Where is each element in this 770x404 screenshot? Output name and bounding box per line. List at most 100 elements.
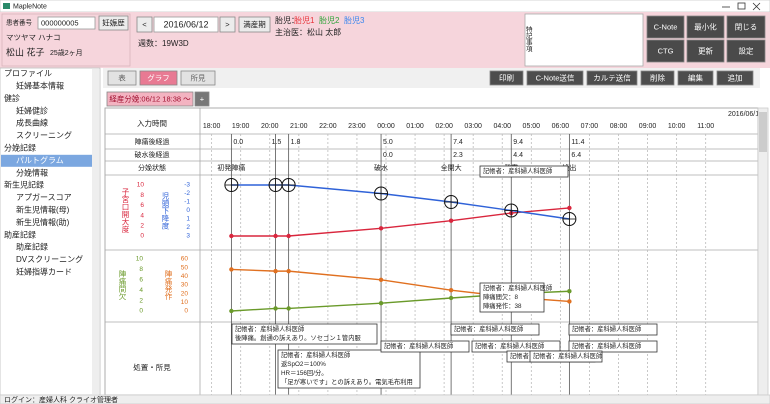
button[interactable] (686, 15, 725, 39)
record-tab[interactable] (106, 91, 194, 107)
y-tick-label: 6 (140, 202, 144, 209)
y-tick-label: 6 (139, 277, 143, 284)
note-text: 後陣痛。創通の訴えあり。ソセゴン１管内服 (235, 333, 362, 342)
y-tick-label: 60 (181, 256, 189, 263)
note-text: 返SpO2＝100% (281, 360, 326, 368)
view-tab-label: 所見 (191, 72, 206, 82)
y-tick-label: -1 (184, 199, 190, 206)
y-tick-label: 0 (139, 308, 143, 315)
sidebar-item[interactable]: 妊婦指導カード (16, 267, 72, 277)
note-text: HR＝156回/分。 (281, 368, 328, 377)
sidebar-item[interactable]: DVスクリーニング (16, 254, 83, 264)
point (229, 267, 234, 272)
y-tick-label: 0 (184, 308, 188, 315)
action-button[interactable] (716, 70, 754, 86)
note-text: 記帳者：産科婦人科医師 (384, 341, 454, 350)
window-title: MapleNote (13, 3, 47, 10)
point (273, 306, 278, 311)
labor-elapsed: 11.4 (571, 139, 584, 146)
point (286, 233, 291, 239)
sidebar-item[interactable]: 助産記録 (16, 242, 48, 252)
point (286, 268, 291, 274)
add-tab[interactable] (194, 91, 210, 107)
button[interactable] (686, 39, 725, 63)
button[interactable] (98, 15, 129, 31)
button-label: 設定 (739, 45, 754, 55)
button[interactable] (238, 16, 271, 33)
sidebar-item[interactable]: 妊婦健診 (16, 105, 48, 115)
y-tick-label: 30 (181, 282, 189, 289)
action-button[interactable] (677, 70, 714, 86)
labor-elapsed: 9.4 (513, 139, 523, 146)
labor-elapsed: 5.0 (383, 139, 393, 146)
y-tick-label: 0 (186, 207, 190, 214)
button[interactable] (219, 16, 236, 33)
label: 胎児： (275, 15, 299, 25)
point (229, 233, 234, 239)
button[interactable] (136, 16, 153, 33)
point (448, 218, 454, 223)
note-box (568, 323, 658, 336)
y-tick-label: 4 (139, 287, 143, 294)
row-label: 陣痛後経過 (135, 137, 170, 146)
action-button[interactable] (526, 70, 584, 86)
y-tick-label: 8 (140, 192, 144, 199)
y-tick-label: 10 (181, 299, 189, 306)
labor-elapsed: 1.5 (272, 139, 282, 146)
point (378, 301, 384, 306)
action-button-label: 追加 (728, 72, 743, 82)
sidebar-item[interactable]: スクリーニング (16, 130, 72, 140)
x-tick-label: 22:00 (319, 123, 337, 130)
y-tick-label: 8 (139, 266, 143, 273)
x-tick-label: 03:00 (464, 123, 482, 130)
sidebar-item[interactable]: 成長曲線 (16, 118, 48, 128)
note-text: 陣痛発作：38 (483, 301, 522, 310)
label: マツヤマ ハナコ (6, 33, 61, 42)
note-text: 陣痛間欠：8 (483, 292, 518, 301)
label: 週数：19W3D (138, 38, 189, 48)
button-label: 更新 (698, 45, 713, 55)
x-tick-label: 06:00 (552, 123, 570, 130)
view-tab[interactable] (139, 70, 178, 86)
button[interactable] (646, 39, 685, 63)
x-tick-label: 19:00 (232, 123, 250, 130)
note-box (277, 349, 421, 389)
sidebar-item[interactable]: 妊婦基本情報 (16, 81, 64, 91)
sidebar-item[interactable]: 新生児情報(母) (16, 205, 70, 215)
x-tick-label: 20:00 (261, 123, 279, 130)
rupture-elapsed: 4.4 (513, 152, 523, 159)
note-text: 記帳者：産科婦人科医師 (483, 166, 553, 175)
sidebar-section: プロファイル (4, 69, 52, 78)
point (273, 233, 278, 239)
action-button[interactable] (586, 70, 638, 86)
button-label: > (225, 20, 230, 29)
sidebar-item[interactable]: パルトグラム (16, 155, 64, 165)
button[interactable] (726, 15, 766, 39)
labor-elapsed: 0.0 (233, 139, 243, 146)
x-tick-label: 18:00 (203, 123, 221, 130)
view-tab[interactable] (180, 70, 216, 86)
note-text: 記帳者：産科婦人科医師 (281, 350, 351, 359)
x-tick-label: 07:00 (581, 123, 599, 130)
note-text: 記帳者：産科婦人科医師 (454, 324, 524, 333)
row-label: 入力時間 (137, 118, 167, 128)
button[interactable] (726, 39, 766, 63)
y-tick-label: 50 (181, 264, 189, 271)
axis-label: 陣痛間欠 (118, 269, 127, 302)
sidebar-scrollbar (92, 69, 99, 394)
sidebar-item[interactable]: 分娩情報 (16, 167, 48, 177)
delivery-state: 破水 (374, 163, 388, 172)
note-box (231, 323, 378, 345)
action-button[interactable] (640, 70, 675, 86)
view-tab[interactable] (107, 70, 137, 86)
sidebar-item[interactable]: 新生児情報(助) (16, 217, 70, 227)
row-label: 処置・所見 (133, 362, 171, 372)
note-box (529, 350, 603, 363)
button[interactable] (646, 15, 685, 39)
sidebar-section: 分娩記録 (4, 143, 36, 153)
point (229, 308, 234, 314)
sidebar-item[interactable]: アプガースコア (16, 192, 72, 202)
date-box (153, 16, 219, 33)
action-button[interactable] (489, 70, 524, 86)
